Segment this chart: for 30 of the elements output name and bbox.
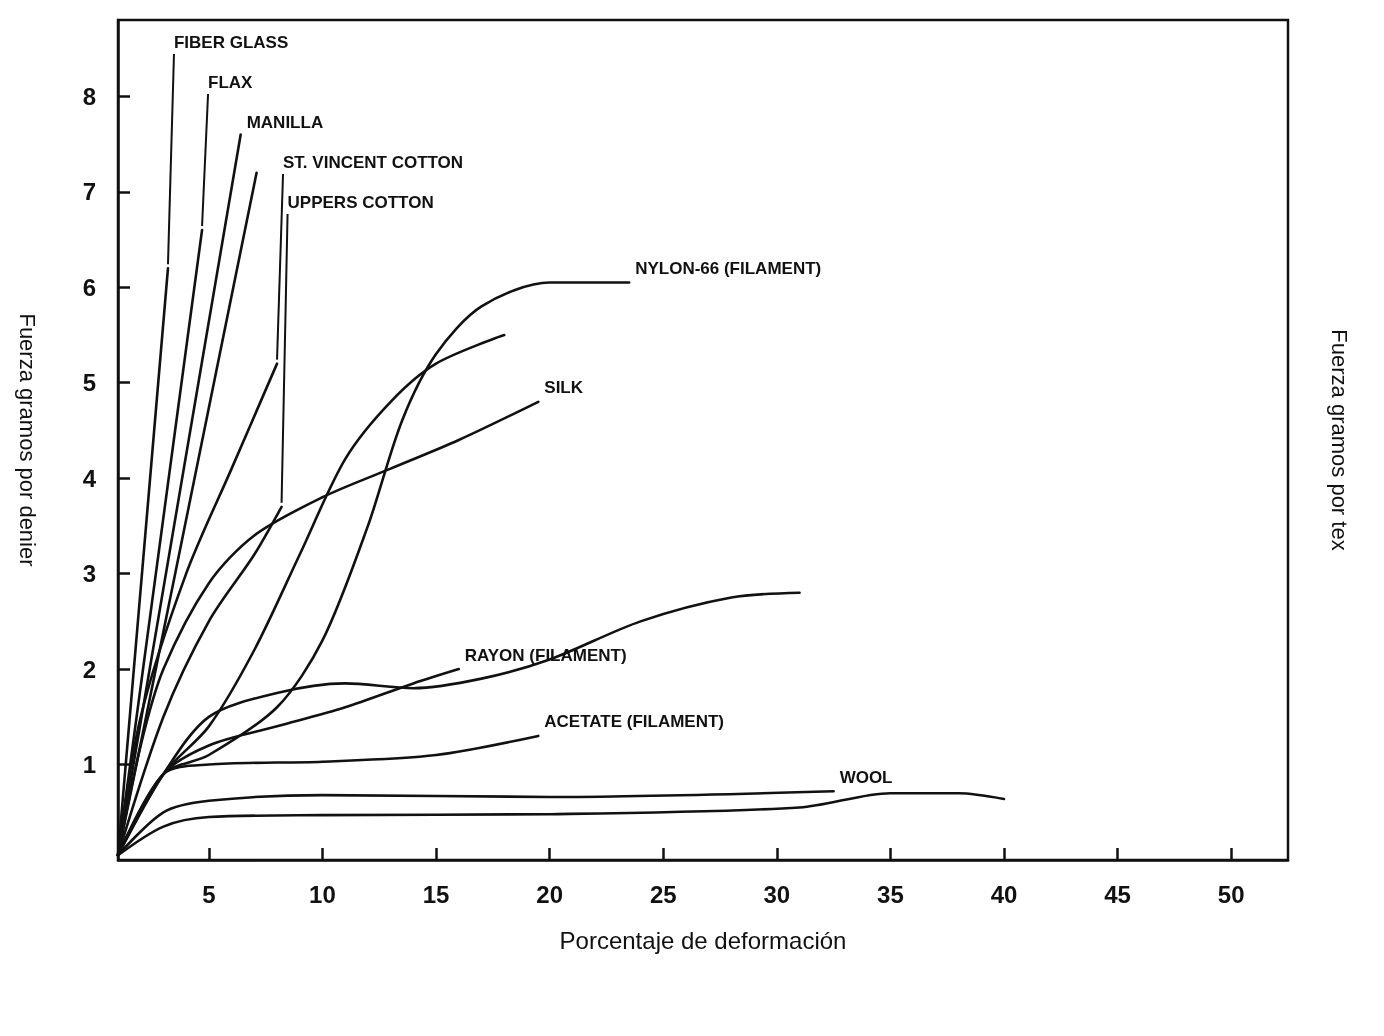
y-axis-title: Fuerza gramos por denier [14,313,40,567]
y-tick-label: 1 [82,751,96,779]
y2-axis-title: Fuerza gramos por tex [1326,329,1352,551]
series-label: NYLON-66 (FILAMENT) [635,259,822,278]
x-axis-title: Porcentaje de deformación [559,926,847,954]
y-tick-label: 8 [82,82,96,110]
text: UPPERS COTTON [287,192,434,212]
x-tick-label: 30 [763,880,791,908]
series-label: MANILLA [246,112,324,132]
y-tick-label: 2 [82,655,96,683]
y-tick-label: 3 [82,560,96,588]
text: FLAX [208,72,254,92]
y-tick-label: 5 [82,369,96,397]
y-tick-label: 6 [82,273,96,301]
x-tick-label: 45 [1104,880,1131,908]
y-tick-label: 7 [82,178,96,206]
text: ST. VINCENT COTTON [283,152,464,172]
series-label: ACETATE (FILAMENT) [544,712,725,732]
x-tick-label: 35 [877,880,904,908]
x-tick-label: 20 [536,880,563,908]
y-tick-label: 4 [82,464,97,492]
x-tick-label: 10 [309,880,336,908]
series-label: WOOL [839,767,893,787]
x-tick-label: 25 [649,880,677,908]
series-label: SILK [544,378,584,398]
x-tick-label: 15 [422,880,450,908]
x-tick-label: 40 [990,880,1018,908]
x-tick-label: 50 [1217,880,1245,908]
text: FIBER GLASS [173,32,289,52]
x-tick-label: 5 [202,880,216,908]
